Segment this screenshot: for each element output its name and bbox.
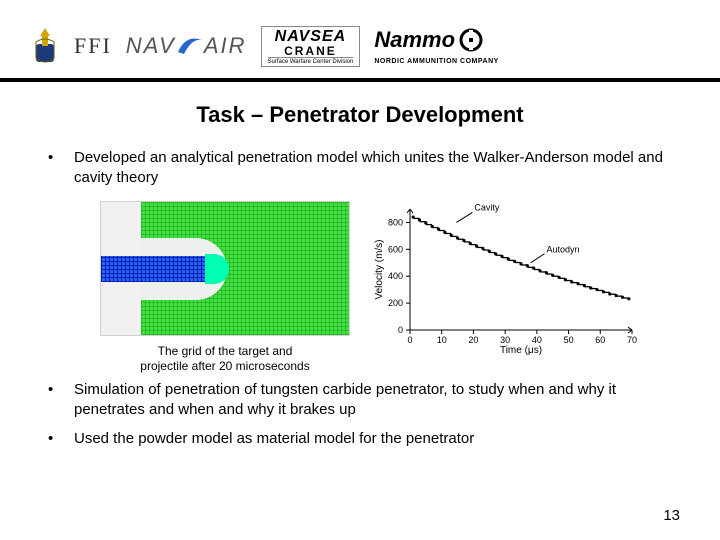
- velocity-chart: 0 10 20 30 40 50 60 70 0 200 400 600 800 Time (μs) Vel…: [370, 201, 640, 361]
- navair-logo: NAV AIR: [126, 32, 247, 60]
- divider: [0, 78, 720, 82]
- nammo-sub: NORDIC AMMUNITION COMPANY: [374, 58, 499, 65]
- simulation-caption: The grid of the target and projectile af…: [100, 344, 350, 374]
- svg-text:Time (μs): Time (μs): [500, 345, 542, 356]
- svg-text:800: 800: [388, 217, 403, 227]
- navsea-mid: CRANE: [268, 45, 354, 57]
- navair-left: NAV: [126, 33, 176, 59]
- svg-text:600: 600: [388, 244, 403, 254]
- svg-text:60: 60: [595, 335, 605, 345]
- crest-logo: [30, 26, 60, 66]
- svg-text:0: 0: [407, 335, 412, 345]
- bullet-2: Simulation of penetration of tungsten ca…: [40, 380, 680, 419]
- slide-title: Task – Penetrator Development: [40, 102, 680, 128]
- nammo-name: Nammo: [374, 29, 455, 51]
- svg-text:Cavity: Cavity: [474, 202, 500, 212]
- svg-text:40: 40: [532, 335, 542, 345]
- figures-row: The grid of the target and projectile af…: [100, 201, 680, 374]
- bullet-list-top: Developed an analytical penetration mode…: [40, 148, 680, 187]
- svg-text:20: 20: [468, 335, 478, 345]
- svg-text:Velocity (m/s): Velocity (m/s): [374, 239, 385, 299]
- sim-projectile: [101, 256, 205, 282]
- navsea-logo: NAVSEA CRANE Surface Warfare Center Divi…: [261, 26, 361, 67]
- ffi-logo: FFI: [74, 33, 112, 59]
- svg-text:Autodyn: Autodyn: [547, 245, 580, 255]
- chart-svg: 0 10 20 30 40 50 60 70 0 200 400 600 800 Time (μs) Vel…: [370, 201, 640, 356]
- page-number: 13: [663, 507, 680, 524]
- svg-text:10: 10: [437, 335, 447, 345]
- nammo-target-icon: [459, 28, 483, 52]
- ffi-label: FFI: [74, 33, 112, 59]
- bullet-1: Developed an analytical penetration mode…: [40, 148, 680, 187]
- logo-bar: FFI NAV AIR NAVSEA CRANE Surface Warfare…: [30, 18, 680, 74]
- simulation-figure: The grid of the target and projectile af…: [100, 201, 350, 374]
- nammo-logo: Nammo NORDIC AMMUNITION COMPANY: [374, 28, 499, 65]
- svg-text:200: 200: [388, 298, 403, 308]
- navsea-bot: Surface Warfare Center Division: [268, 57, 354, 65]
- caption-line1: The grid of the target and: [158, 344, 293, 358]
- bullet-3: Used the powder model as material model …: [40, 429, 680, 449]
- slide: FFI NAV AIR NAVSEA CRANE Surface Warfare…: [0, 0, 720, 540]
- navair-swoosh-icon: [176, 32, 204, 60]
- navair-right: AIR: [204, 33, 247, 59]
- svg-text:70: 70: [627, 335, 637, 345]
- svg-text:0: 0: [398, 325, 403, 335]
- caption-line2: projectile after 20 microseconds: [140, 359, 309, 373]
- bullet-list-bottom: Simulation of penetration of tungsten ca…: [40, 380, 680, 449]
- navsea-top: NAVSEA: [268, 29, 354, 45]
- svg-text:400: 400: [388, 271, 403, 281]
- simulation-canvas: [100, 201, 350, 336]
- svg-text:50: 50: [564, 335, 574, 345]
- svg-text:30: 30: [500, 335, 510, 345]
